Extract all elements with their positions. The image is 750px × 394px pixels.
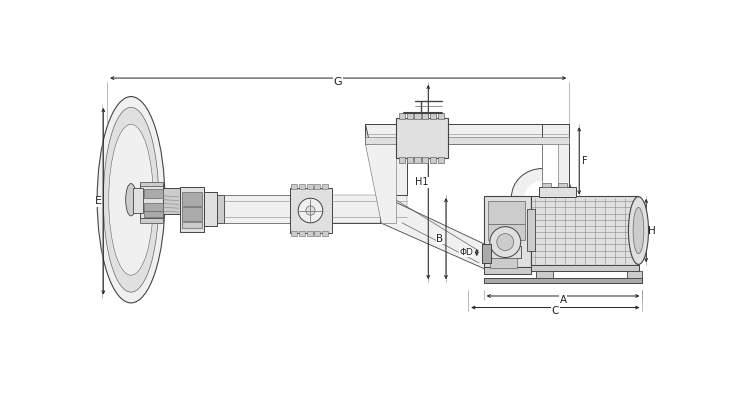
Bar (488, 224, 525, 240)
Bar (406, 113, 412, 119)
Bar (536, 271, 553, 278)
Bar (290, 188, 332, 233)
Bar (437, 157, 444, 163)
Bar (299, 184, 305, 189)
Bar (422, 157, 428, 163)
Bar (532, 196, 638, 265)
Bar (314, 231, 320, 236)
Bar (134, 188, 142, 213)
Bar (314, 184, 320, 189)
Bar (224, 195, 315, 223)
Bar (291, 231, 297, 236)
Bar (415, 113, 421, 119)
Bar (322, 184, 328, 189)
Bar (140, 218, 163, 223)
Text: A: A (560, 295, 566, 305)
Ellipse shape (633, 207, 644, 254)
Polygon shape (365, 124, 407, 195)
Bar (430, 157, 436, 163)
Bar (396, 118, 448, 158)
Text: H: H (649, 225, 656, 236)
Bar (299, 231, 305, 236)
Polygon shape (542, 144, 557, 197)
Bar (484, 246, 521, 258)
Circle shape (298, 198, 322, 223)
Bar (539, 187, 576, 197)
Polygon shape (380, 195, 488, 271)
Text: H1: H1 (415, 177, 428, 187)
Text: E: E (94, 196, 101, 206)
Bar (399, 113, 405, 119)
Bar (182, 222, 202, 228)
Text: G: G (334, 77, 343, 87)
Bar (542, 183, 551, 188)
Polygon shape (365, 144, 396, 223)
Text: ΦD: ΦD (459, 248, 473, 257)
Bar (482, 243, 491, 263)
Bar (332, 195, 407, 223)
Bar (307, 231, 313, 236)
Bar (144, 203, 163, 210)
Bar (291, 184, 297, 189)
Bar (307, 184, 313, 189)
Text: F: F (582, 156, 587, 166)
Text: C: C (552, 307, 559, 316)
Bar (365, 137, 569, 144)
Bar (526, 209, 535, 251)
Text: B: B (436, 234, 443, 243)
Bar (422, 113, 428, 119)
Bar (179, 188, 204, 232)
Ellipse shape (628, 197, 649, 264)
Bar (437, 113, 444, 119)
Polygon shape (542, 124, 569, 197)
Ellipse shape (512, 169, 573, 226)
Circle shape (490, 227, 520, 258)
Bar (490, 258, 517, 268)
Circle shape (306, 206, 315, 215)
Ellipse shape (126, 184, 136, 216)
Ellipse shape (104, 107, 159, 292)
Bar (557, 183, 567, 188)
Bar (484, 196, 532, 267)
Bar (430, 113, 436, 119)
Bar (415, 157, 421, 163)
Bar (406, 157, 412, 163)
Bar (365, 124, 569, 144)
Bar (204, 192, 217, 226)
Bar (322, 231, 328, 236)
Bar (144, 189, 163, 198)
Bar (182, 192, 202, 206)
Bar (144, 211, 163, 217)
Bar (532, 265, 639, 271)
Bar (627, 271, 642, 278)
Bar (488, 201, 525, 224)
Bar (399, 157, 405, 163)
Bar (140, 182, 163, 186)
Bar (484, 267, 532, 275)
Bar (484, 278, 642, 283)
Bar (217, 195, 224, 223)
Ellipse shape (98, 97, 165, 303)
Bar (140, 184, 163, 218)
Ellipse shape (109, 124, 154, 275)
Ellipse shape (524, 181, 560, 214)
Bar (182, 207, 202, 221)
Bar (163, 188, 179, 214)
Circle shape (496, 234, 514, 251)
